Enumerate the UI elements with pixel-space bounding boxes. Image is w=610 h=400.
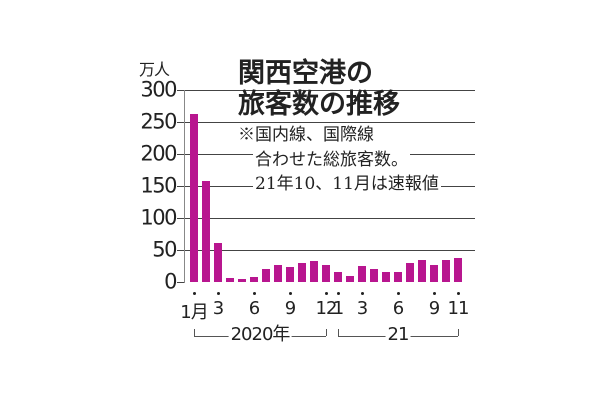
x-tick-dot bbox=[336, 292, 340, 295]
y-tick-mark bbox=[177, 90, 184, 91]
y-axis-line bbox=[184, 90, 185, 283]
bar-2021-04 bbox=[370, 268, 378, 282]
y-tick-label: 200 bbox=[140, 141, 177, 166]
x-tick-dot bbox=[396, 292, 400, 295]
bar-2021-11 bbox=[454, 257, 462, 282]
x-tick-dot bbox=[360, 292, 364, 295]
year-label: 2020年 bbox=[228, 324, 292, 345]
bar-2021-07 bbox=[406, 263, 414, 282]
y-tick-label: 50 bbox=[152, 237, 177, 262]
x-tick-label: 6 bbox=[392, 298, 404, 319]
x-tick-dot bbox=[216, 292, 220, 295]
year-bracket-tick bbox=[458, 329, 459, 336]
y-tick-label: 150 bbox=[140, 173, 177, 198]
year-bracket-tick bbox=[326, 329, 327, 336]
x-tick-dot bbox=[252, 292, 256, 295]
x-tick-dot bbox=[456, 292, 460, 295]
gridline bbox=[185, 250, 475, 251]
x-tick-label: 1 bbox=[332, 298, 344, 319]
x-tick-label: 6 bbox=[248, 298, 260, 319]
y-tick-label: 100 bbox=[140, 205, 177, 230]
bar-2020-08 bbox=[274, 264, 282, 282]
bar-2020-01 bbox=[190, 113, 198, 282]
chart-title-line-2: 旅客数の推移 bbox=[236, 89, 402, 120]
x-tick-label: 12 bbox=[315, 298, 338, 319]
x-tick-label: 3 bbox=[212, 298, 224, 319]
year-bracket-tick bbox=[194, 329, 195, 336]
bar-2021-05 bbox=[382, 272, 390, 282]
x-tick-label: 3 bbox=[356, 298, 368, 319]
year-label: 21 bbox=[385, 324, 411, 345]
x-tick-label: 9 bbox=[428, 298, 440, 319]
y-tick-mark bbox=[177, 282, 184, 283]
x-tick-dot bbox=[288, 292, 292, 295]
bar-2020-09 bbox=[286, 267, 294, 282]
bar-2020-11 bbox=[310, 260, 318, 282]
y-axis-unit: 万人 bbox=[139, 60, 170, 79]
x-tick-label: 9 bbox=[284, 298, 296, 319]
bar-2021-01 bbox=[334, 272, 342, 282]
chart-title-line-1: 関西空港の bbox=[236, 58, 375, 89]
bar-2021-10 bbox=[442, 259, 450, 282]
y-tick-mark bbox=[177, 186, 184, 187]
x-tick-dot bbox=[192, 292, 196, 295]
bar-2020-05 bbox=[238, 279, 246, 282]
note-line-2: 合わせた総旅客数。 bbox=[253, 150, 410, 170]
y-tick-mark bbox=[177, 250, 184, 251]
x-tick-dot bbox=[324, 292, 328, 295]
bar-2020-06 bbox=[250, 276, 258, 282]
bar-2021-06 bbox=[394, 272, 402, 282]
x-tick-dot bbox=[432, 292, 436, 295]
bar-2020-04 bbox=[226, 277, 234, 282]
bar-2021-02 bbox=[346, 275, 354, 282]
y-tick-label: 300 bbox=[140, 77, 177, 102]
bar-2020-07 bbox=[262, 268, 270, 282]
bar-2020-12 bbox=[322, 265, 330, 282]
note-line-1: ※国内線、国際線 bbox=[236, 125, 376, 145]
year-bracket-tick bbox=[338, 329, 339, 336]
bar-2021-03 bbox=[358, 266, 366, 282]
x-tick-label: 1月 bbox=[180, 302, 208, 323]
bar-2020-02 bbox=[202, 180, 210, 282]
gridline bbox=[185, 90, 475, 91]
note-line-3: 21年10、11月は速報値 bbox=[253, 174, 441, 194]
y-tick-label: 0 bbox=[164, 269, 177, 294]
gridline bbox=[185, 218, 475, 219]
y-tick-mark bbox=[177, 122, 184, 123]
gridline bbox=[185, 122, 475, 123]
bar-2020-03 bbox=[214, 242, 222, 282]
bar-2021-09 bbox=[430, 264, 438, 282]
bar-2020-10 bbox=[298, 262, 306, 282]
y-tick-mark bbox=[177, 154, 184, 155]
bar-2021-08 bbox=[418, 259, 426, 282]
x-tick-label: 11 bbox=[447, 298, 470, 319]
y-tick-mark bbox=[177, 218, 184, 219]
y-tick-label: 250 bbox=[140, 109, 177, 134]
